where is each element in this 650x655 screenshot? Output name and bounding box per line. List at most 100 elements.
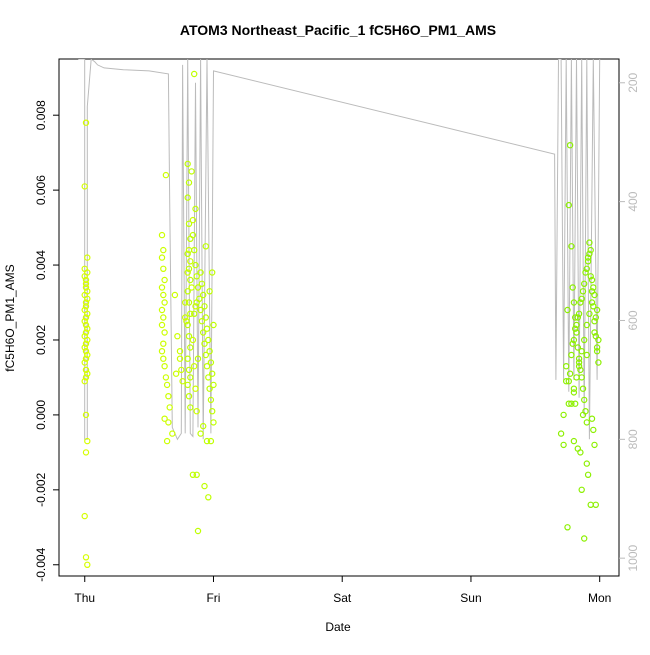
- data-point: [210, 321, 217, 329]
- chart-title: ATOM3 Northeast_Pacific_1 fC5H6O_PM1_AMS: [180, 22, 496, 38]
- data-point: [578, 486, 585, 493]
- data-point: [187, 310, 194, 317]
- data-point: [199, 422, 207, 430]
- data-point: [568, 243, 575, 250]
- data-point: [566, 370, 574, 377]
- data-point: [573, 321, 580, 329]
- data-point: [201, 340, 208, 347]
- data-point: [84, 336, 91, 344]
- data-point: [557, 430, 565, 437]
- x-axis-label: Date: [325, 620, 351, 634]
- data-point: [583, 419, 591, 426]
- data-point: [82, 329, 90, 336]
- data-point: [570, 389, 578, 396]
- data-point: [575, 355, 583, 362]
- data-point: [190, 310, 198, 317]
- y-tick-label: 0.004: [34, 250, 48, 280]
- data-point: [564, 306, 571, 314]
- series-line: [78, 59, 601, 441]
- data-point: [201, 303, 208, 310]
- data-point: [84, 254, 91, 261]
- data-point: [568, 351, 575, 359]
- data-point: [162, 374, 170, 381]
- data-point: [577, 299, 584, 306]
- data-point: [190, 246, 198, 254]
- data-point: [192, 261, 199, 269]
- data-point: [82, 411, 90, 419]
- data-point: [82, 314, 90, 321]
- data-point: [579, 411, 587, 419]
- data-point: [169, 430, 176, 437]
- data-point: [565, 400, 573, 407]
- data-point: [588, 299, 596, 306]
- data-point: [185, 265, 193, 272]
- data-point: [176, 355, 184, 362]
- data-point: [81, 344, 88, 351]
- data-point: [595, 359, 602, 366]
- data-point: [574, 445, 582, 452]
- data-point: [160, 314, 167, 321]
- data-point: [568, 400, 575, 407]
- data-point: [572, 325, 579, 332]
- data-point: [187, 258, 194, 265]
- y-axis-label: fC5H6O_PM1_AMS: [3, 264, 17, 371]
- data-point: [160, 265, 167, 272]
- data-point: [197, 430, 204, 437]
- data-point: [586, 239, 593, 246]
- data-point: [187, 344, 194, 351]
- y2-tick-label: 800: [626, 429, 640, 449]
- data-point: [564, 524, 571, 531]
- data-point: [193, 471, 200, 478]
- data-point: [189, 471, 197, 478]
- y-tick-label: 0.000: [34, 400, 48, 430]
- data-point: [158, 348, 166, 355]
- data-point: [203, 363, 211, 370]
- data-point: [569, 284, 576, 291]
- data-point: [582, 269, 589, 276]
- data-point: [572, 400, 579, 407]
- data-point: [188, 168, 195, 175]
- data-point: [205, 374, 212, 381]
- data-point: [185, 333, 193, 340]
- x-tick-label: Thu: [74, 591, 95, 605]
- data-point: [84, 351, 91, 359]
- data-point: [82, 348, 90, 355]
- data-point: [202, 243, 209, 250]
- data-point: [84, 561, 91, 569]
- data-point: [197, 306, 204, 314]
- data-point: [207, 437, 215, 445]
- data-point: [586, 250, 593, 257]
- data-point: [210, 419, 217, 426]
- data-point: [578, 295, 585, 302]
- data-point: [207, 359, 215, 366]
- data-point: [579, 385, 587, 392]
- data-point: [575, 310, 583, 317]
- data-point: [192, 385, 199, 392]
- data-point: [577, 366, 584, 374]
- data-point: [581, 535, 588, 542]
- y-tick-label: 0.006: [34, 175, 48, 205]
- data-point: [84, 310, 91, 317]
- data-point: [184, 269, 191, 276]
- x-tick-label: Mon: [588, 591, 611, 605]
- data-point: [187, 374, 194, 381]
- data-point: [205, 494, 212, 501]
- data-point: [161, 276, 168, 284]
- data-point: [208, 370, 216, 377]
- data-point: [161, 299, 168, 306]
- data-point: [81, 359, 88, 366]
- data-point: [201, 482, 208, 490]
- data-point: [184, 355, 191, 362]
- data-point: [185, 366, 193, 374]
- data-point: [563, 363, 570, 370]
- data-point: [189, 336, 197, 344]
- data-point: [574, 314, 582, 321]
- x-tick-label: Fri: [206, 591, 220, 605]
- data-point: [82, 554, 90, 561]
- y2-tick-label: 200: [626, 72, 640, 92]
- data-point: [158, 306, 166, 314]
- y2-tick-label: 600: [626, 310, 640, 330]
- data-point: [570, 299, 578, 306]
- data-point: [563, 378, 570, 385]
